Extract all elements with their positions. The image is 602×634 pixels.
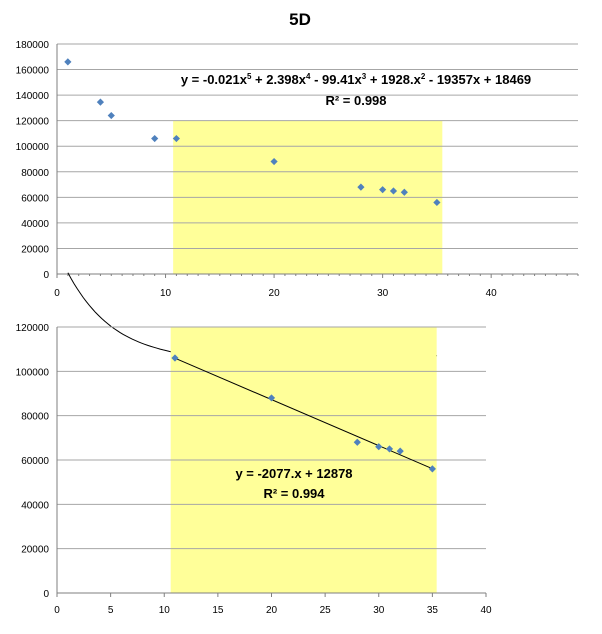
data-point xyxy=(172,134,180,143)
data-point xyxy=(107,111,115,120)
y-tick-label: 0 xyxy=(43,270,49,281)
data-point xyxy=(267,394,276,402)
x-tick-label: 5 xyxy=(108,605,114,616)
data-point xyxy=(96,98,105,106)
data-point xyxy=(375,443,383,451)
y-tick-label: 180000 xyxy=(16,40,50,51)
chart-2: 0 20000 40000 60000 80000 100000 120000 0 5 10 15 2… xyxy=(16,323,492,616)
y-tick-label: 80000 xyxy=(21,412,49,423)
equation-term: - 99.41x xyxy=(310,72,362,87)
equation-term: + 2.398x xyxy=(251,72,306,87)
data-point xyxy=(433,198,441,207)
y-tick-label: 100000 xyxy=(16,367,50,378)
equation-term: + 1928.x xyxy=(366,72,421,87)
x-tick-label: 30 xyxy=(373,605,385,616)
equation-exponent: 5 xyxy=(247,72,252,81)
data-point xyxy=(353,438,361,446)
x-tick-label: 20 xyxy=(269,288,281,299)
trendline-equation: y = -2077.x + 12878 xyxy=(235,466,352,481)
x-tick-label: 40 xyxy=(480,605,492,616)
y-tick-label: 120000 xyxy=(16,117,50,128)
x-tick-label: 30 xyxy=(377,288,389,299)
y-tick-label: 100000 xyxy=(16,142,50,153)
x-tick-label: 40 xyxy=(486,288,498,299)
trendline-r2: R² = 0.994 xyxy=(263,486,325,501)
data-point xyxy=(171,354,179,362)
y-tick-label: 80000 xyxy=(21,168,49,179)
x-tick-label: 10 xyxy=(159,605,171,616)
y-tick-label: 0 xyxy=(43,589,49,600)
data-point xyxy=(385,445,394,453)
data-point xyxy=(357,183,365,191)
y-tick-label: 40000 xyxy=(21,500,49,511)
y-tick-label: 40000 xyxy=(21,219,49,230)
y-tick-label: 60000 xyxy=(21,456,49,467)
y-tick-label: 160000 xyxy=(16,66,50,77)
equation-term: y = -0.021x xyxy=(181,72,248,87)
equation-term: y = -2077.x + 12878 xyxy=(235,466,352,481)
equation-exponent: 4 xyxy=(306,72,311,81)
data-point xyxy=(400,188,408,196)
x-tick-label: 15 xyxy=(212,605,224,616)
equation-exponent: 2 xyxy=(421,72,426,81)
x-tick-label: 0 xyxy=(54,605,60,616)
y-tick-label: 120000 xyxy=(16,323,50,334)
x-tick-label: 20 xyxy=(266,605,278,616)
data-point xyxy=(270,157,278,166)
y-tick-label: 60000 xyxy=(21,193,49,204)
data-point xyxy=(428,465,436,473)
x-tick-label: 25 xyxy=(320,605,332,616)
equation-exponent: 3 xyxy=(362,72,367,81)
equation-term: - 19357x + 18469 xyxy=(425,72,531,87)
trendline-r2: R² = 0.998 xyxy=(325,93,386,108)
y-tick-label: 140000 xyxy=(16,91,50,102)
chart-1: 0 20000 40000 60000 80000 100000 120000 140000 1… xyxy=(16,40,579,380)
chart-title: 5D xyxy=(289,10,311,29)
y-tick-label: 20000 xyxy=(21,244,49,255)
data-point xyxy=(64,58,72,66)
x-tick-label: 10 xyxy=(160,288,172,299)
data-point xyxy=(396,447,404,455)
y-tick-label: 20000 xyxy=(21,545,49,556)
x-tick-label: 35 xyxy=(427,605,439,616)
trendline-equation: y = -0.021x5 + 2.398x4 - 99.41x3 + 1928.… xyxy=(181,72,531,87)
x-tick-label: 0 xyxy=(54,288,60,299)
data-point xyxy=(379,186,387,194)
data-point xyxy=(389,187,398,195)
data-point xyxy=(151,134,159,143)
